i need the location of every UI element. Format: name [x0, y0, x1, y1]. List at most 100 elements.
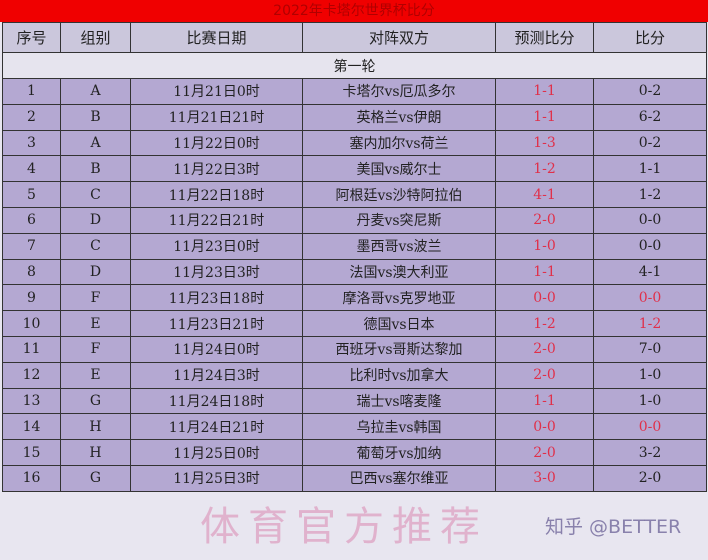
actual-score: 1-0 — [593, 387, 707, 415]
group: A — [60, 78, 131, 105]
match-number: 7 — [2, 232, 61, 260]
predicted-score: 0-0 — [495, 284, 594, 312]
table-row: 9 F 11月23日18时 摩洛哥vs克罗地亚 0-0 0-0 — [2, 284, 707, 312]
table-row: 7 C 11月23日0时 墨西哥vs波兰 1-0 0-0 — [2, 232, 707, 260]
table-row: 12 E 11月24日3时 比利时vs加拿大 2-0 1-0 — [2, 361, 707, 389]
group: A — [60, 129, 131, 157]
table-row: 6 D 11月22日21时 丹麦vs突尼斯 2-0 0-0 — [2, 206, 707, 234]
group: F — [60, 335, 131, 363]
score-table: 序号 组别 比赛日期 对阵双方 预测比分 比分 第一轮 1 A 11月21日0时 卡塔尔vs厄瓜… — [2, 22, 707, 492]
credit-watermark: 知乎 @BETTER — [545, 516, 682, 538]
group: D — [60, 258, 131, 286]
predicted-score: 3-0 — [495, 464, 594, 492]
predicted-score: 1-3 — [495, 129, 594, 157]
actual-score: 3-2 — [593, 439, 707, 466]
predicted-score: 2-0 — [495, 361, 594, 389]
match-date: 11月23日0时 — [130, 232, 303, 260]
actual-score: 0-0 — [593, 284, 707, 312]
group: C — [60, 181, 131, 208]
match-date: 11月23日3时 — [130, 258, 303, 286]
table-row: 5 C 11月22日18时 阿根廷vs沙特阿拉伯 4-1 1-2 — [2, 181, 707, 208]
match-number: 4 — [2, 155, 61, 183]
matchup: 阿根廷vs沙特阿拉伯 — [302, 181, 496, 208]
match-number: 8 — [2, 258, 61, 286]
round-row: 第一轮 — [2, 52, 707, 79]
table-row: 2 B 11月21日21时 英格兰vs伊朗 1-1 6-2 — [2, 103, 707, 131]
header-row: 序号 组别 比赛日期 对阵双方 预测比分 比分 — [2, 22, 707, 53]
match-number: 15 — [2, 439, 61, 466]
table-row: 1 A 11月21日0时 卡塔尔vs厄瓜多尔 1-1 0-2 — [2, 78, 707, 105]
predicted-score: 1-2 — [495, 155, 594, 183]
match-date: 11月24日0时 — [130, 335, 303, 363]
predicted-score: 2-0 — [495, 335, 594, 363]
match-date: 11月24日21时 — [130, 413, 303, 441]
table-title: 2022年卡塔尔世界杯比分 — [0, 0, 708, 22]
matchup: 乌拉圭vs韩国 — [302, 413, 496, 441]
match-date: 11月24日3时 — [130, 361, 303, 389]
matchup: 巴西vs塞尔维亚 — [302, 464, 496, 492]
predicted-score: 1-1 — [495, 78, 594, 105]
match-number: 9 — [2, 284, 61, 312]
predicted-score: 1-1 — [495, 103, 594, 131]
actual-score: 1-1 — [593, 155, 707, 183]
actual-score: 1-0 — [593, 361, 707, 389]
match-date: 11月22日3时 — [130, 155, 303, 183]
table-row: 16 G 11月25日3时 巴西vs塞尔维亚 3-0 2-0 — [2, 464, 707, 492]
column-header: 对阵双方 — [302, 22, 496, 53]
matchup: 法国vs澳大利亚 — [302, 258, 496, 286]
match-number: 11 — [2, 335, 61, 363]
matchup: 瑞士vs喀麦隆 — [302, 387, 496, 415]
actual-score: 1-2 — [593, 181, 707, 208]
actual-score: 1-2 — [593, 310, 707, 337]
matchup: 丹麦vs突尼斯 — [302, 206, 496, 234]
group: G — [60, 387, 131, 415]
group: H — [60, 413, 131, 441]
predicted-score: 4-1 — [495, 181, 594, 208]
match-date: 11月22日0时 — [130, 129, 303, 157]
predicted-score: 2-0 — [495, 439, 594, 466]
matchup: 西班牙vs哥斯达黎加 — [302, 335, 496, 363]
group: B — [60, 103, 131, 131]
match-date: 11月23日21时 — [130, 310, 303, 337]
matchup: 美国vs威尔士 — [302, 155, 496, 183]
matchup: 摩洛哥vs克罗地亚 — [302, 284, 496, 312]
column-header: 序号 — [2, 22, 61, 53]
column-header: 比赛日期 — [130, 22, 303, 53]
matchup: 葡萄牙vs加纳 — [302, 439, 496, 466]
predicted-score: 0-0 — [495, 413, 594, 441]
matchup: 德国vs日本 — [302, 310, 496, 337]
match-number: 14 — [2, 413, 61, 441]
column-header: 预测比分 — [495, 22, 594, 53]
match-number: 6 — [2, 206, 61, 234]
round-label: 第一轮 — [2, 52, 707, 79]
match-number: 12 — [2, 361, 61, 389]
predicted-score: 1-1 — [495, 387, 594, 415]
group: H — [60, 439, 131, 466]
table-row: 4 B 11月22日3时 美国vs威尔士 1-2 1-1 — [2, 155, 707, 183]
match-date: 11月25日3时 — [130, 464, 303, 492]
predicted-score: 1-1 — [495, 258, 594, 286]
match-number: 13 — [2, 387, 61, 415]
match-number: 3 — [2, 129, 61, 157]
table-row: 3 A 11月22日0时 塞内加尔vs荷兰 1-3 0-2 — [2, 129, 707, 157]
match-date: 11月25日0时 — [130, 439, 303, 466]
match-number: 2 — [2, 103, 61, 131]
watermark: 体育官方推荐 — [200, 504, 488, 550]
group: F — [60, 284, 131, 312]
match-number: 5 — [2, 181, 61, 208]
match-number: 10 — [2, 310, 61, 337]
group: E — [60, 310, 131, 337]
match-date: 11月21日21时 — [130, 103, 303, 131]
match-date: 11月23日18时 — [130, 284, 303, 312]
actual-score: 2-0 — [593, 464, 707, 492]
table-row: 11 F 11月24日0时 西班牙vs哥斯达黎加 2-0 7-0 — [2, 335, 707, 363]
actual-score: 0-0 — [593, 413, 707, 441]
matchup: 塞内加尔vs荷兰 — [302, 129, 496, 157]
table-row: 8 D 11月23日3时 法国vs澳大利亚 1-1 4-1 — [2, 258, 707, 286]
group: D — [60, 206, 131, 234]
group: C — [60, 232, 131, 260]
predicted-score: 1-0 — [495, 232, 594, 260]
actual-score: 4-1 — [593, 258, 707, 286]
group: B — [60, 155, 131, 183]
actual-score: 0-0 — [593, 232, 707, 260]
